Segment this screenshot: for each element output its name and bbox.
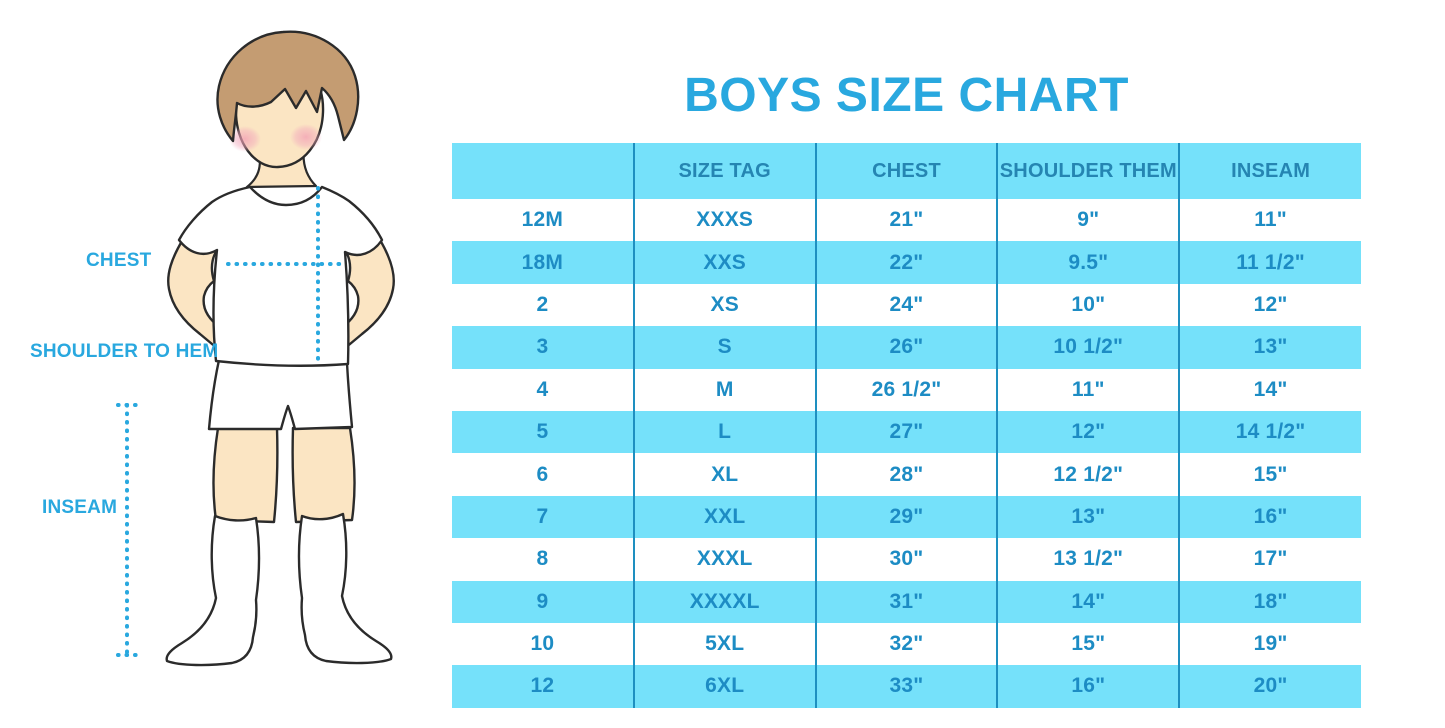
table-cell: 12M — [521, 208, 564, 232]
table-cell: L — [632, 410, 816, 454]
table-cell: 13" — [996, 495, 1180, 539]
shoulder-to-hem-label: SHOULDER TO HEM — [30, 341, 219, 362]
table-cell: 13" — [1178, 326, 1361, 369]
table-cell: 32" — [814, 622, 998, 666]
table-cell: 12" — [1178, 283, 1361, 327]
table-cell: 11 1/2" — [1178, 241, 1361, 284]
table-cell: 6 — [536, 462, 549, 486]
table-cell: 15" — [996, 622, 1180, 666]
table-cell: 13 1/2" — [996, 538, 1180, 581]
measurement-figure: CHEST SHOULDER TO HEM INSEAM — [0, 0, 452, 723]
size-table-body: 12M XXXS 21" 9" 11" 18M XXS 22" 9.5" 11 1/2" 2 XS 24… — [452, 199, 1361, 708]
left-sock — [165, 514, 261, 667]
header-row: SIZE TAG CHEST SHOULDER THEM INSEAM — [452, 143, 1361, 199]
size-table-header: SIZE TAG CHEST SHOULDER THEM INSEAM — [452, 143, 1361, 199]
table-row: 9 XXXXL 31" 14" 18" — [452, 580, 1361, 623]
table-cell: XXL — [632, 495, 816, 539]
table-row: 4 M 26 1/2" 11" 14" — [452, 368, 1361, 411]
table-row: 5 L 27" 12" 14 1/2" — [452, 410, 1361, 454]
table-cell: 27" — [814, 410, 998, 454]
table-cell: XXXXL — [632, 580, 816, 623]
left-leg — [212, 426, 279, 524]
table-cell: 12" — [996, 410, 1180, 454]
table-cell: 14" — [1178, 368, 1361, 411]
table-cell: 26" — [814, 326, 998, 369]
table-cell: 5XL — [632, 622, 816, 666]
table-cell: XXS — [632, 241, 816, 284]
column-header-inseam: INSEAM — [1178, 143, 1361, 199]
table-cell: 24" — [814, 283, 998, 327]
table-cell: 3 — [452, 326, 634, 369]
table-cell: XXXS — [632, 199, 816, 242]
table-row: 8 XXXL 30" 13 1/2" 17" — [452, 538, 1361, 581]
table-cell: 11" — [996, 368, 1180, 411]
table-cell: 9" — [996, 199, 1180, 242]
table-cell: 28" — [814, 453, 998, 496]
table-cell: XL — [632, 453, 816, 496]
table-cell: 17" — [1178, 538, 1361, 581]
page-title: BOYS SIZE CHART — [684, 69, 1129, 123]
table-row: 6 XL 28" 12 1/2" 15" — [452, 453, 1361, 496]
table-cell: 20" — [1178, 665, 1361, 708]
table-cell: 10 1/2" — [996, 326, 1180, 369]
size-chart-table: SIZE TAG CHEST SHOULDER THEM INSEAM 12M X… — [452, 143, 1361, 708]
table-cell: 15" — [1178, 453, 1361, 496]
right-cheek — [290, 124, 322, 150]
table-cell: 6XL — [632, 665, 816, 708]
table-cell: 8 — [536, 547, 549, 571]
table-cell: 14 1/2" — [1178, 410, 1361, 454]
table-cell: 16" — [996, 665, 1180, 708]
table-cell: 18" — [1178, 580, 1361, 623]
table-cell: 5 — [452, 410, 634, 454]
column-header-chest: CHEST — [814, 143, 998, 199]
table-cell: XXXL — [632, 538, 816, 581]
table-row: 12 6XL 33" 16" 20" — [452, 665, 1361, 708]
table-cell: 30" — [814, 538, 998, 581]
table-cell: XS — [632, 283, 816, 327]
table-cell: 22" — [814, 241, 998, 284]
column-header-shoulder: SHOULDER THEM — [996, 143, 1180, 199]
chest-label: CHEST — [86, 250, 152, 271]
table-cell: S — [632, 326, 816, 369]
table-cell: 31" — [814, 580, 998, 623]
right-sock — [297, 512, 393, 665]
column-header-size — [452, 143, 634, 199]
shorts — [207, 358, 354, 431]
table-cell: 7 — [452, 495, 634, 539]
table-row: 10 5XL 32" 15" 19" — [452, 622, 1361, 666]
inseam-label: INSEAM — [42, 497, 118, 518]
table-cell: 19" — [1178, 622, 1361, 666]
table-cell: 9.5" — [996, 241, 1180, 284]
table-cell: 18M — [452, 241, 634, 284]
table-row: 7 XXL 29" 13" 16" — [452, 495, 1361, 539]
table-cell: 10" — [996, 283, 1180, 327]
hair — [216, 30, 360, 143]
table-row: 12M XXXS 21" 9" 11" — [452, 199, 1361, 242]
table-cell: 14" — [996, 580, 1180, 623]
table-cell: 2 — [536, 292, 549, 316]
table-row: 3 S 26" 10 1/2" 13" — [452, 326, 1361, 369]
boy-illustration — [116, 30, 395, 667]
table-cell: 26 1/2" — [814, 368, 998, 411]
table-cell: 11" — [1178, 199, 1361, 242]
table-cell: 12 — [452, 665, 634, 708]
left-cheek — [229, 126, 261, 152]
table-cell: 16" — [1178, 495, 1361, 539]
table-cell: 21" — [814, 199, 998, 242]
right-leg — [291, 426, 356, 524]
table-cell: 29" — [814, 495, 998, 539]
table-cell: M — [632, 368, 816, 411]
table-cell: 9 — [452, 580, 634, 623]
table-cell: 12 1/2" — [996, 453, 1180, 496]
table-row: 18M XXS 22" 9.5" 11 1/2" — [452, 241, 1361, 284]
column-header-size-tag: SIZE TAG — [632, 143, 816, 199]
table-cell: 10 — [530, 632, 555, 656]
table-cell: 4 — [536, 377, 549, 401]
t-shirt — [177, 185, 384, 367]
table-cell: 33" — [814, 665, 998, 708]
table-row: 2 XS 24" 10" 12" — [452, 283, 1361, 327]
